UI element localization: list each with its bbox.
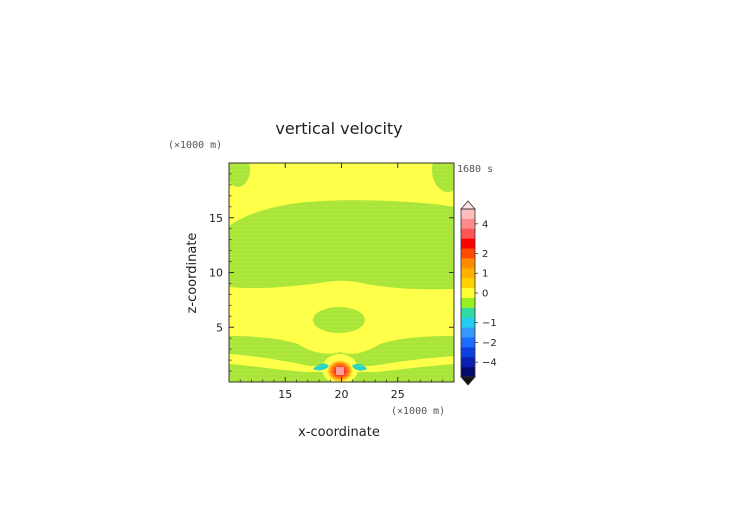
y-tick-label: 15 — [209, 212, 223, 225]
corner-blob-left — [229, 163, 250, 187]
colorbar-swatch — [461, 228, 475, 239]
colorbar-label: −1 — [482, 318, 497, 329]
colorbar-label: 2 — [482, 249, 488, 260]
x-unit-label: (×1000 m) — [391, 406, 445, 417]
axes: 15 20 25 5 10 15 — [209, 163, 454, 401]
colorbar-swatch — [461, 209, 475, 220]
corner-blob-right — [432, 163, 454, 192]
chart-title: vertical velocity — [275, 119, 402, 138]
colorbar-swatch — [461, 297, 475, 309]
upper-positive-band — [229, 163, 454, 226]
colorbar-swatch — [461, 248, 475, 259]
colorbar-swatch — [461, 367, 475, 378]
colorbar-label: 0 — [482, 289, 488, 300]
colorbar-swatch — [461, 218, 475, 230]
x-tick-label: 25 — [391, 388, 405, 401]
downdraft-right — [352, 363, 367, 371]
downdraft-left — [313, 363, 329, 371]
time-label: 1680 s — [457, 164, 493, 175]
colorbar-swatch — [461, 347, 475, 358]
colorbar-swatch — [461, 288, 475, 299]
colorbar-swatch — [461, 258, 475, 269]
colorbar-swatch — [461, 278, 475, 289]
y-unit-label: (×1000 m) — [168, 140, 222, 151]
colorbar-label: −2 — [482, 338, 497, 349]
lower-positive-band — [229, 354, 454, 372]
x-tick-label: 15 — [278, 388, 292, 401]
central-neutral-blob — [313, 307, 365, 333]
y-axis-label: z-coordinate — [185, 233, 200, 314]
colorbar-swatch — [461, 357, 475, 368]
colorbar-swatch — [461, 327, 475, 338]
colorbar-extend-top — [460, 200, 476, 210]
colorbar-swatch — [461, 317, 475, 328]
colorbar-swatch — [461, 307, 475, 319]
colorbar-label: 4 — [482, 219, 488, 230]
y-tick-label: 5 — [216, 321, 223, 334]
colorbar: 4 2 1 0 −1 −2 −4 — [460, 200, 497, 386]
colorbar-swatch — [461, 337, 475, 348]
heatmap-field — [229, 163, 454, 382]
colorbar-extend-bottom — [460, 376, 476, 386]
colorbar-swatch — [461, 268, 475, 279]
colorbar-label: 1 — [482, 269, 488, 280]
x-tick-label: 20 — [335, 388, 349, 401]
y-tick-label: 10 — [209, 267, 223, 280]
colorbar-label: −4 — [482, 358, 497, 369]
colorbar-swatch — [461, 238, 475, 249]
x-axis-label: x-coordinate — [298, 425, 380, 440]
